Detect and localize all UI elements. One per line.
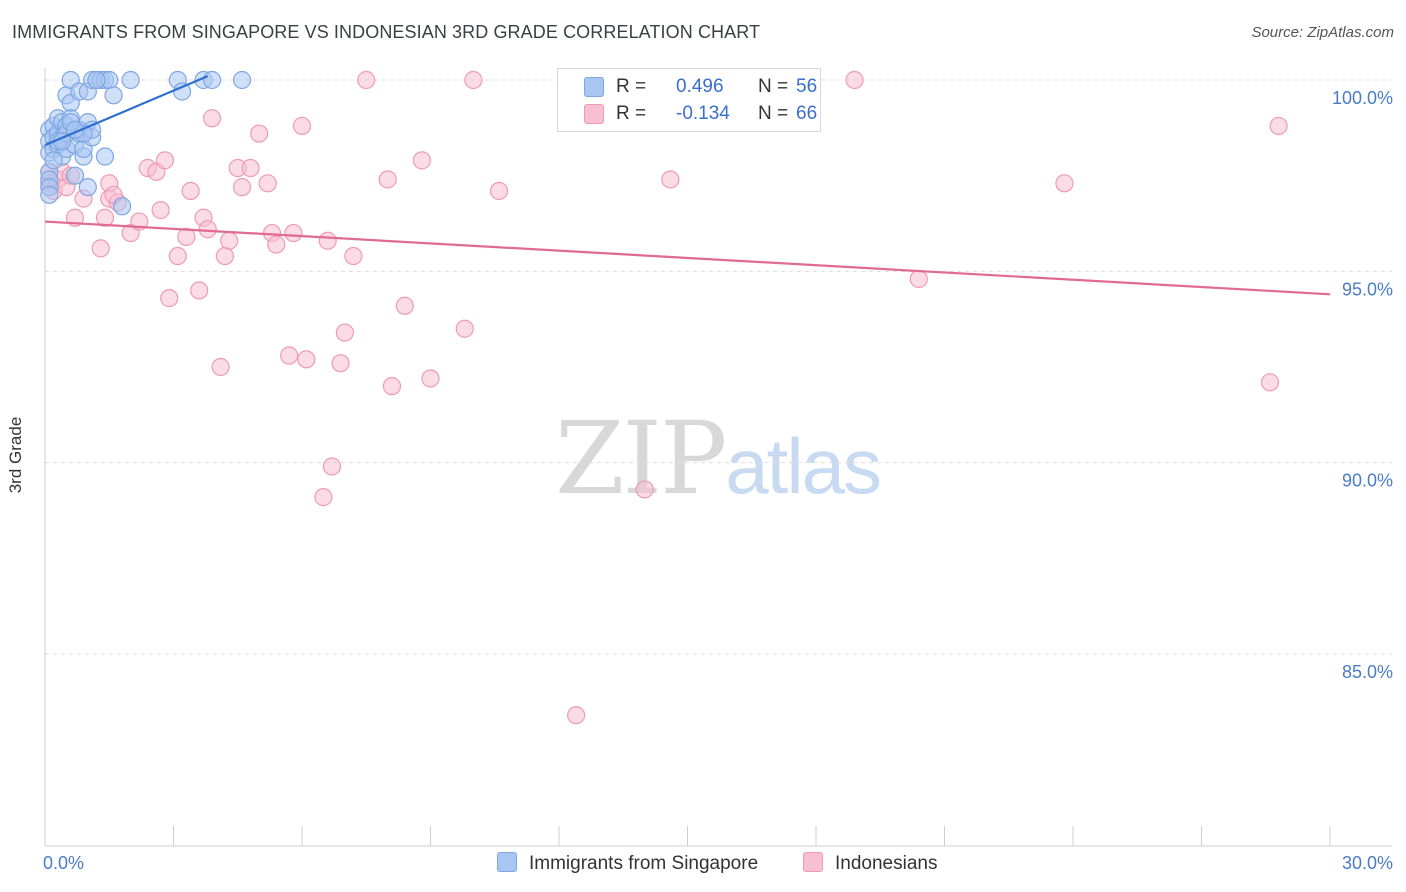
indonesians-point (297, 350, 316, 369)
indonesians-point (168, 246, 187, 266)
indonesians-point (241, 158, 260, 178)
indonesians-point (280, 346, 299, 365)
indonesians-point (322, 457, 342, 476)
indonesians-point (151, 201, 170, 220)
series-legend-indonesians[interactable]: Indonesians (803, 852, 937, 875)
x-tick-label-end: 30.0% (1342, 853, 1393, 873)
indonesians-point (845, 70, 864, 90)
indonesians-point (661, 170, 680, 189)
indonesians-point (314, 488, 333, 507)
indonesians-points (40, 70, 1288, 725)
indonesians-point (267, 235, 286, 254)
singapore-point (202, 70, 222, 90)
indonesians-point (1269, 116, 1288, 136)
indonesians-point (211, 357, 230, 377)
indonesians-point (455, 319, 474, 338)
y-tick-label: 100.0% (1332, 88, 1393, 108)
x-tick-label-start: 0.0% (43, 853, 84, 873)
singapore-point (104, 86, 123, 105)
indonesians-point (318, 231, 337, 250)
singapore-point (78, 178, 97, 197)
indonesians-point (160, 289, 179, 308)
legend-r-label: R = (616, 76, 647, 97)
singapore-point (95, 147, 115, 166)
legend-n-value: 66 (796, 103, 818, 124)
tick-label-layer: 85.0% 90.0% 95.0% 100.0% 0.0% 30.0% (43, 88, 1393, 873)
y-tick-label: 95.0% (1342, 279, 1393, 299)
indonesians-point (382, 377, 402, 396)
chart-title: IMMIGRANTS FROM SINGAPORE VS INDONESIAN … (12, 22, 761, 42)
indonesians-point (292, 116, 312, 136)
trend-layer (44, 75, 1331, 296)
indonesians-point (202, 109, 222, 128)
indonesians-point (464, 70, 483, 90)
indonesians-point (1055, 174, 1074, 193)
indonesians-point (250, 124, 269, 143)
legend-n-label: N = (758, 76, 789, 97)
series-swatch-indonesians (803, 852, 823, 872)
indonesians-point (190, 281, 209, 300)
singapore-point (87, 70, 106, 90)
correlation-legend: R = 0.496 N = 56 R = -0.134 N = 66 (557, 68, 821, 132)
y-tick-label: 85.0% (1342, 662, 1393, 682)
indonesians-point (95, 208, 115, 227)
indonesians-point (284, 223, 303, 243)
singapore-trend-line (44, 75, 209, 147)
singapore-point (112, 197, 132, 216)
indonesians-point (215, 246, 234, 266)
legend-n-value: 56 (796, 76, 818, 97)
legend-swatch-singapore (584, 77, 604, 97)
series-name-indonesians: Indonesians (835, 853, 938, 874)
series-name-singapore: Immigrants from Singapore (529, 853, 759, 874)
indonesians-point (378, 170, 397, 189)
indonesians-point (232, 178, 252, 197)
legend-r-value: -0.134 (676, 103, 730, 124)
indonesians-point (91, 239, 110, 258)
indonesians-point (198, 220, 217, 239)
indonesians-point (335, 323, 354, 342)
indonesians-point (258, 174, 277, 193)
indonesians-point (635, 480, 654, 499)
indonesians-point (1260, 373, 1280, 392)
indonesians-point (412, 151, 432, 170)
source-label: Source: ZipAtlas.com (1251, 24, 1394, 41)
series-legend-singapore[interactable]: Immigrants from Singapore (497, 852, 758, 875)
singapore-points (40, 70, 252, 216)
indonesians-point (344, 246, 363, 266)
singapore-point (65, 166, 85, 185)
singapore-point (121, 70, 140, 90)
indonesians-point (155, 151, 175, 170)
indonesians-point (421, 369, 440, 388)
indonesians-trend-line (44, 220, 1331, 296)
watermark-atlas: atlas (725, 422, 882, 510)
legend-n-label: N = (758, 103, 789, 124)
singapore-point (232, 70, 252, 90)
series-swatch-singapore (497, 852, 517, 872)
indonesians-point (909, 269, 928, 289)
indonesians-point (395, 296, 414, 315)
indonesians-point (357, 70, 376, 90)
indonesians-point (181, 181, 200, 201)
indonesians-point (220, 231, 239, 250)
legend-r-label: R = (616, 103, 647, 124)
indonesians-point (331, 354, 350, 373)
singapore-point (44, 151, 63, 170)
legend-swatch-indonesians (584, 104, 604, 124)
singapore-point (40, 185, 59, 204)
indonesians-point (489, 181, 509, 201)
legend-r-value: 0.496 (676, 76, 724, 97)
indonesians-point (177, 227, 196, 246)
indonesians-point (567, 706, 586, 725)
y-tick-label: 90.0% (1342, 471, 1393, 491)
